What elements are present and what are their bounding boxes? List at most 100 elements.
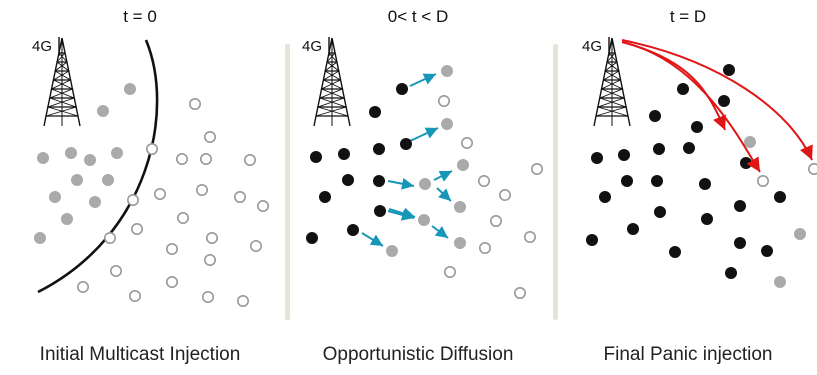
relay-node bbox=[669, 246, 681, 258]
informed-node bbox=[794, 228, 806, 240]
tower-label: 4G bbox=[302, 38, 322, 55]
uninformed-node bbox=[530, 163, 543, 176]
diffusion-arrow bbox=[387, 177, 415, 190]
relay-node bbox=[338, 148, 350, 160]
uninformed-node bbox=[443, 265, 456, 278]
informed-node bbox=[71, 174, 83, 186]
caption-diffusion: Opportunistic Diffusion bbox=[322, 344, 514, 365]
panel-initial: t = 0 4G bbox=[32, 7, 269, 307]
relay-node bbox=[621, 175, 633, 187]
relay-node bbox=[599, 191, 611, 203]
diffusion-arrow bbox=[431, 225, 449, 239]
panel-diffusion: 0< t < D 4G bbox=[302, 7, 543, 299]
relay-node bbox=[347, 224, 359, 236]
relay-node bbox=[369, 106, 381, 118]
uninformed-node bbox=[154, 188, 167, 201]
node-group bbox=[306, 65, 543, 299]
relay-node bbox=[373, 175, 385, 187]
informed-node bbox=[441, 118, 453, 130]
relay-node bbox=[734, 237, 746, 249]
node-group bbox=[586, 64, 817, 288]
uninformed-node bbox=[110, 264, 123, 277]
panic-arrows bbox=[621, 39, 813, 173]
relay-node bbox=[627, 223, 639, 235]
panel-title: 0< t < D bbox=[388, 7, 448, 26]
uninformed-node bbox=[177, 212, 190, 225]
panel-title: t = 0 bbox=[123, 7, 157, 26]
relay-node bbox=[651, 175, 663, 187]
panel-separator-right bbox=[553, 44, 558, 320]
uninformed-node bbox=[204, 254, 217, 267]
relay-node bbox=[400, 138, 412, 150]
relay-node bbox=[654, 206, 666, 218]
relay-node bbox=[306, 232, 318, 244]
diffusion-arrow bbox=[409, 127, 439, 142]
informed-node bbox=[37, 152, 49, 164]
uninformed-node bbox=[202, 290, 215, 303]
informed-node bbox=[774, 276, 786, 288]
informed-node bbox=[102, 174, 114, 186]
informed-node bbox=[97, 105, 109, 117]
tower-label: 4G bbox=[32, 38, 52, 55]
uninformed-node bbox=[256, 200, 269, 213]
informed-node bbox=[65, 147, 77, 159]
uninformed-node bbox=[166, 243, 179, 256]
uninformed-node bbox=[498, 189, 511, 202]
informed-node bbox=[744, 136, 756, 148]
uninformed-node bbox=[489, 215, 502, 228]
relay-node bbox=[725, 267, 737, 279]
relay-node bbox=[740, 157, 752, 169]
relay-node bbox=[774, 191, 786, 203]
diffusion-arrow bbox=[409, 73, 437, 87]
uninformed-node bbox=[478, 242, 491, 255]
informed-node bbox=[84, 154, 96, 166]
relay-node bbox=[586, 234, 598, 246]
relay-node bbox=[319, 191, 331, 203]
informed-node bbox=[89, 196, 101, 208]
panel-separator-left bbox=[285, 44, 290, 320]
relay-node bbox=[653, 143, 665, 155]
uninformed-node bbox=[460, 137, 473, 150]
informed-node bbox=[386, 245, 398, 257]
informed-node bbox=[441, 65, 453, 77]
relay-node bbox=[723, 64, 735, 76]
informed-node bbox=[454, 237, 466, 249]
relay-node bbox=[374, 205, 386, 217]
panic-arrow bbox=[621, 39, 813, 161]
relay-node bbox=[591, 152, 603, 164]
uninformed-node bbox=[166, 275, 179, 288]
diffusion-arrow bbox=[361, 232, 384, 247]
uninformed-node bbox=[523, 231, 536, 244]
uninformed-node bbox=[131, 223, 144, 236]
uninformed-node bbox=[104, 232, 117, 245]
relay-node bbox=[649, 110, 661, 122]
diffusion-arrow bbox=[436, 187, 452, 202]
relay-node bbox=[691, 121, 703, 133]
panel-title: t = D bbox=[670, 7, 706, 26]
panic-arrow bbox=[621, 41, 726, 131]
uninformed-node bbox=[77, 280, 90, 293]
uninformed-node bbox=[176, 153, 189, 166]
uninformed-node bbox=[437, 95, 450, 108]
informed-node bbox=[454, 201, 466, 213]
uninformed-node bbox=[808, 163, 817, 175]
informed-node bbox=[61, 213, 73, 225]
uninformed-node bbox=[756, 175, 769, 188]
panel-panic: t = D 4G bbox=[582, 7, 817, 288]
tower-label: 4G bbox=[582, 38, 602, 55]
coverage-boundary bbox=[37, 39, 159, 294]
uninformed-node bbox=[250, 240, 263, 253]
caption-panic: Final Panic injection bbox=[603, 344, 773, 365]
relay-node bbox=[677, 83, 689, 95]
diffusion-arrow bbox=[433, 170, 453, 182]
uninformed-node bbox=[146, 143, 159, 156]
uninformed-node bbox=[129, 289, 142, 302]
uninformed-node bbox=[513, 286, 526, 299]
uninformed-node bbox=[196, 184, 209, 197]
uninformed-node bbox=[237, 294, 250, 307]
relay-node bbox=[310, 151, 322, 163]
diffusion-arrow bbox=[387, 209, 415, 221]
uninformed-node bbox=[200, 153, 213, 166]
relay-node bbox=[701, 213, 713, 225]
relay-node bbox=[683, 142, 695, 154]
